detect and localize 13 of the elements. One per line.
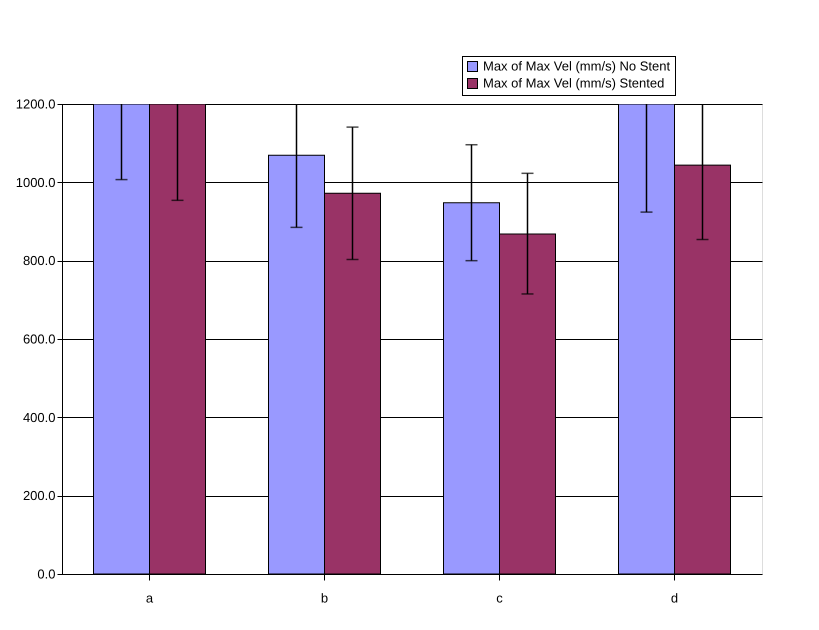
y-tick-label: 400.0 [22, 410, 56, 425]
x-tick-label: d [670, 590, 678, 606]
y-tick-label: 200.0 [22, 488, 56, 504]
y-tick-label: 0.0 [37, 566, 56, 582]
y-tick-label: 800.0 [22, 253, 56, 268]
x-tick-label: a [146, 590, 154, 606]
legend-label: Max of Max Vel (mm/s) No Stent [483, 58, 670, 74]
x-tick-label: b [320, 590, 328, 606]
x-tick-label: c [496, 590, 504, 606]
y-tick-label: 1000.0 [16, 174, 56, 190]
y-tick-label: 1200.0 [16, 96, 56, 112]
y-tick-label: 600.0 [22, 332, 56, 346]
legend-label: Max of Max Vel (mm/s) Stented [483, 76, 664, 90]
